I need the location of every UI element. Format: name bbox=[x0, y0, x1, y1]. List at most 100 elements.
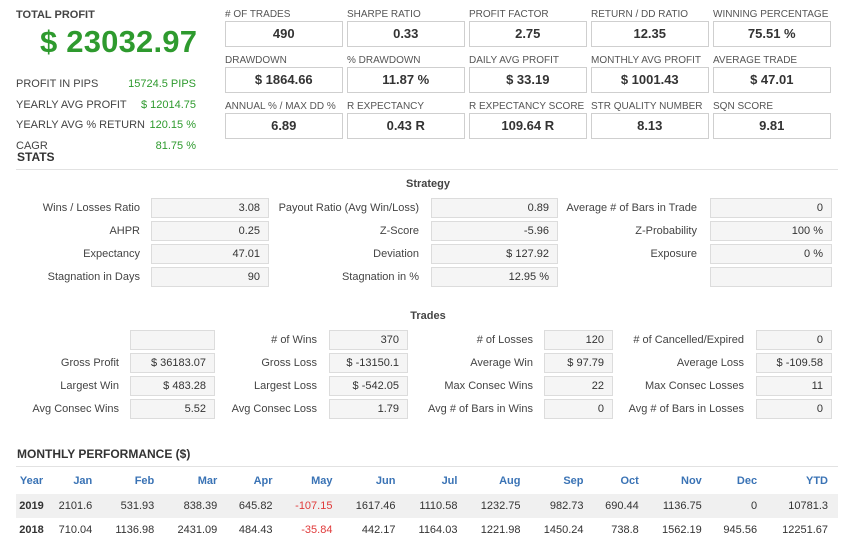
kpi-value: 2.75 bbox=[469, 21, 587, 47]
monthly-performance-title: MONTHLY PERFORMANCE ($) bbox=[17, 447, 191, 461]
kpi-label: DAILY AVG PROFIT bbox=[469, 55, 560, 66]
kpi-return-dd-ratio: RETURN / DD RATIO 12.35 bbox=[591, 8, 709, 52]
trade-value: $ -13150.1 bbox=[329, 353, 408, 373]
trade-value: $ 36183.07 bbox=[130, 353, 215, 373]
kpi-value: 11.87 % bbox=[347, 67, 465, 93]
table-row: 2018 710.04 1136.98 2431.09 484.43 -35.84 442.… bbox=[16, 518, 838, 542]
trade-label: Average Win bbox=[470, 357, 533, 369]
month-value-cell: 442.17 bbox=[361, 524, 396, 536]
kpi-label: AVERAGE TRADE bbox=[713, 55, 798, 66]
year-cell: 2019 bbox=[16, 494, 47, 518]
stat-value: 0.25 bbox=[151, 221, 269, 241]
stat-value: 12.95 % bbox=[431, 267, 558, 287]
trade-label: Max Consec Losses bbox=[644, 380, 744, 392]
column-header-jun: Jun bbox=[375, 475, 396, 487]
stat-label: Stagnation in Days bbox=[47, 271, 140, 283]
month-value-cell: 484.43 bbox=[238, 524, 273, 536]
column-header-aug: Aug bbox=[499, 475, 521, 487]
trade-label: # of Wins bbox=[271, 334, 317, 346]
column-header-oct: Oct bbox=[620, 475, 639, 487]
kpi-sqn-score: SQN SCORE 9.81 bbox=[713, 100, 831, 144]
kpi-daily-avg-profit: DAILY AVG PROFIT $ 33.19 bbox=[469, 54, 587, 98]
month-value-cell: 710.04 bbox=[58, 524, 93, 536]
kpi-label: WINNING PERCENTAGE bbox=[713, 9, 829, 20]
month-value-cell: 2431.09 bbox=[177, 524, 218, 536]
kpi-value: 0.43 R bbox=[347, 113, 465, 139]
month-value-cell: 1221.98 bbox=[480, 524, 521, 536]
kpi-str-quality-number: STR QUALITY NUMBER 8.13 bbox=[591, 100, 709, 144]
trade-label: Gross Loss bbox=[261, 357, 317, 369]
stat-value: 0 bbox=[710, 198, 832, 218]
kpi-r-expectancy-score: R EXPECTANCY SCORE 109.64 R bbox=[469, 100, 587, 144]
kpi-monthly-avg-profit: MONTHLY AVG PROFIT $ 1001.43 bbox=[591, 54, 709, 98]
summary-label: YEARLY AVG PROFIT bbox=[16, 98, 127, 111]
column-header-sep: Sep bbox=[563, 475, 584, 487]
month-value-cell: 0 bbox=[711, 494, 768, 518]
month-value-cell: 690.44 bbox=[593, 494, 649, 518]
month-value-cell: 945.56 bbox=[723, 524, 758, 536]
column-header-ytd: YTD bbox=[806, 475, 828, 487]
year-cell: 2018 bbox=[19, 524, 44, 536]
trade-label: Largest Loss bbox=[254, 380, 317, 392]
trade-value: 370 bbox=[329, 330, 408, 350]
kpi-value: 490 bbox=[225, 21, 343, 47]
summary-row-cagr: CAGR 81.75 % bbox=[16, 136, 196, 157]
summary-row-yearly-avg-return: YEARLY AVG % RETURN 120.15 % bbox=[16, 115, 196, 136]
kpi-value: $ 47.01 bbox=[713, 67, 831, 93]
stat-value: 0 % bbox=[710, 244, 832, 264]
stat-value-empty bbox=[710, 267, 832, 287]
column-header-jul: Jul bbox=[441, 475, 458, 487]
kpi-value: $ 1001.43 bbox=[591, 67, 709, 93]
stat-label: Average # of Bars in Trade bbox=[566, 202, 697, 214]
stats-divider bbox=[16, 169, 838, 170]
kpi-percent-drawdown: % DRAWDOWN 11.87 % bbox=[347, 54, 465, 98]
kpi-label: R EXPECTANCY SCORE bbox=[469, 101, 585, 112]
trade-label: Avg # of Bars in Wins bbox=[428, 403, 533, 415]
profit-summary: TOTAL PROFIT $ 23032.97 PROFIT IN PIPS 1… bbox=[16, 9, 197, 157]
month-value-cell: 1562.19 bbox=[662, 524, 702, 536]
stat-label: Exposure bbox=[650, 248, 697, 260]
kpi-value: 109.64 R bbox=[469, 113, 587, 139]
kpi-label: SQN SCORE bbox=[713, 101, 774, 112]
kpi-label: MONTHLY AVG PROFIT bbox=[591, 55, 702, 66]
stat-value: 47.01 bbox=[151, 244, 269, 264]
summary-row-profit-pips: PROFIT IN PIPS 15724.5 PIPS bbox=[16, 74, 196, 95]
month-value-cell: 10781.3 bbox=[767, 494, 838, 518]
column-header-jan: Jan bbox=[73, 475, 93, 487]
table-header-row: Year Jan Feb Mar Apr May Jun Jul Aug Sep Oct Nov Dec… bbox=[16, 468, 838, 494]
trade-label: Largest Win bbox=[60, 380, 119, 392]
month-value-cell: 12251.67 bbox=[782, 524, 828, 536]
stat-label: Z-Probability bbox=[635, 225, 697, 237]
summary-value: 120.15 % bbox=[149, 119, 196, 131]
month-value-cell: 1232.75 bbox=[467, 494, 531, 518]
kpi-number-of-trades: # OF TRADES 490 bbox=[225, 8, 343, 52]
trade-value: $ 97.79 bbox=[544, 353, 613, 373]
trade-label: Avg # of Bars in Losses bbox=[628, 403, 744, 415]
kpi-value: 12.35 bbox=[591, 21, 709, 47]
trade-value: 0 bbox=[756, 399, 832, 419]
column-header-nov: Nov bbox=[681, 475, 702, 487]
stat-label: Stagnation in % bbox=[341, 271, 419, 283]
trade-value: 120 bbox=[544, 330, 613, 350]
stat-value: $ 127.92 bbox=[431, 244, 558, 264]
column-header-feb: Feb bbox=[134, 475, 155, 487]
total-profit-label: TOTAL PROFIT bbox=[16, 9, 95, 21]
month-value-cell: 982.73 bbox=[530, 494, 594, 518]
month-value-cell: 531.93 bbox=[102, 494, 165, 518]
trade-value: $ 483.28 bbox=[130, 376, 215, 396]
trade-value: 5.52 bbox=[130, 399, 215, 419]
summary-label: PROFIT IN PIPS bbox=[16, 78, 99, 90]
trade-value: 22 bbox=[544, 376, 613, 396]
summary-row-yearly-avg-profit: YEARLY AVG PROFIT $ 12014.75 bbox=[16, 95, 196, 116]
monthly-divider bbox=[16, 466, 838, 467]
stat-label: Payout Ratio (Avg Win/Loss) bbox=[278, 202, 419, 214]
stat-value: 90 bbox=[151, 267, 269, 287]
summary-label: CAGR bbox=[16, 139, 48, 152]
stat-label: Wins / Losses Ratio bbox=[42, 202, 140, 214]
stats-title: STATS bbox=[17, 150, 55, 164]
kpi-sharpe-ratio: SHARPE RATIO 0.33 bbox=[347, 8, 465, 52]
summary-label: YEARLY AVG % RETURN bbox=[16, 119, 145, 131]
trade-value: $ -542.05 bbox=[329, 376, 408, 396]
kpi-label: STR QUALITY NUMBER bbox=[591, 101, 703, 112]
summary-value: 15724.5 PIPS bbox=[128, 78, 196, 90]
